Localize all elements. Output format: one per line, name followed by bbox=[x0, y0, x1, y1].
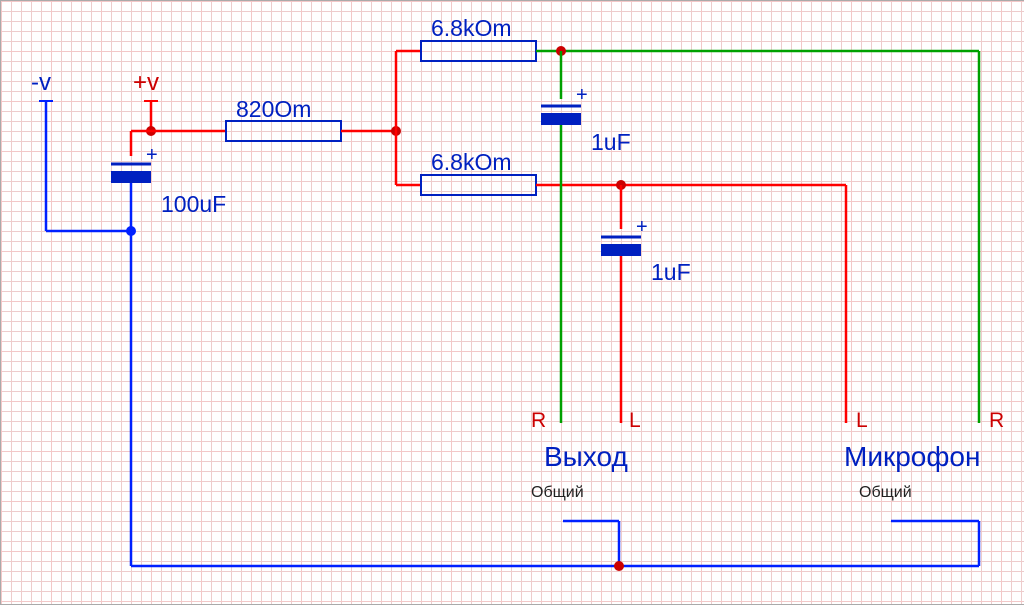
label-negv: -v bbox=[31, 69, 51, 97]
label-out-L: L bbox=[629, 409, 641, 433]
label-r1: 820Om bbox=[236, 96, 311, 123]
resistor-r3 bbox=[421, 175, 536, 195]
label-c1: 100uF bbox=[161, 191, 226, 218]
svg-text:+: + bbox=[636, 216, 648, 238]
resistor-r1 bbox=[226, 121, 341, 141]
label-mic: Микрофон bbox=[844, 441, 980, 473]
label-mic-L: L bbox=[856, 409, 868, 433]
capacitor-c1: + bbox=[111, 144, 158, 183]
svg-text:+: + bbox=[576, 84, 588, 106]
schematic-canvas: + + + bbox=[0, 0, 1024, 605]
label-common2: Общий bbox=[859, 484, 912, 502]
label-c3: 1uF bbox=[651, 259, 691, 286]
node-gnd-center bbox=[614, 561, 624, 571]
label-output: Выход bbox=[544, 441, 628, 473]
label-common1: Общий bbox=[531, 484, 584, 502]
capacitor-c3: + bbox=[601, 216, 648, 256]
label-mic-R: R bbox=[989, 409, 1004, 433]
label-c2: 1uF bbox=[591, 129, 631, 156]
label-posv: +v bbox=[133, 69, 159, 97]
capacitor-c2: + bbox=[541, 84, 588, 125]
label-r3: 6.8kOm bbox=[431, 149, 512, 176]
label-r2: 6.8kOm bbox=[431, 15, 512, 42]
resistor-r2 bbox=[421, 41, 536, 61]
label-out-R: R bbox=[531, 409, 546, 433]
